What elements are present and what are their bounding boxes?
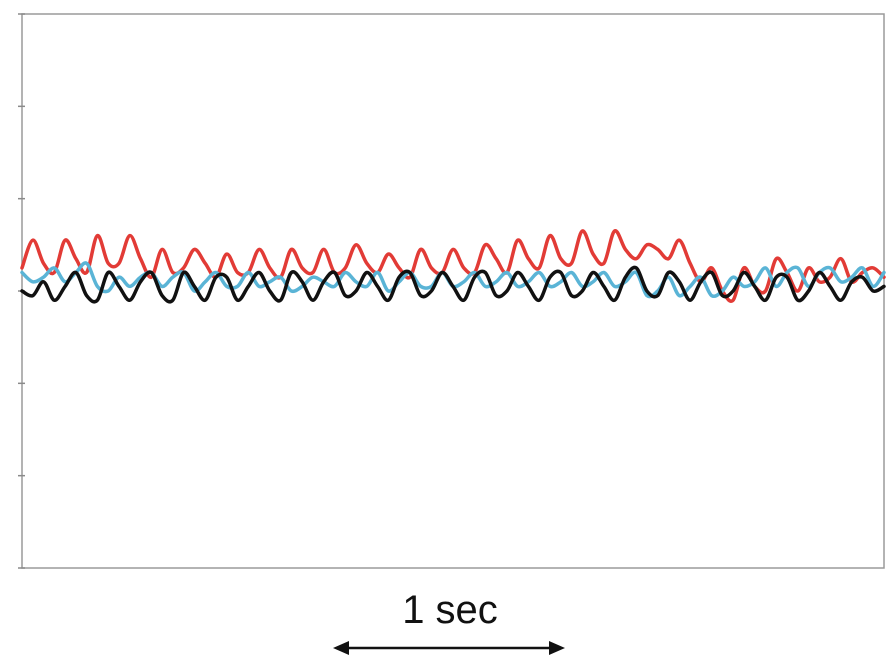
scale-bar-arrow-right-icon [549, 641, 565, 655]
plot-area-frame [21, 13, 885, 569]
y-axis-ticks [18, 13, 25, 569]
scale-bar [333, 641, 565, 655]
scale-bar-label: 1 sec [402, 588, 498, 632]
series-line-3 [20, 265, 886, 304]
scale-bar-arrow-left-icon [333, 641, 349, 655]
series-layer [20, 229, 886, 304]
